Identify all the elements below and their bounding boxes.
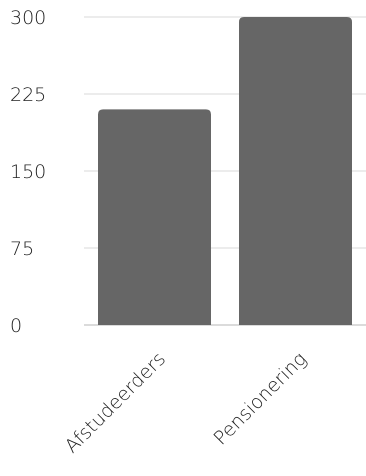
y-axis-ticks: 0 75 150 225 300 — [10, 7, 46, 337]
y-tick-label-0: 0 — [10, 315, 22, 337]
x-axis-ticks: Afstudeerders Pensionering — [61, 348, 311, 457]
bar-afstudeerders — [98, 109, 211, 326]
y-tick-label-150: 150 — [10, 161, 46, 183]
x-tick-label-pensionering: Pensionering — [209, 348, 311, 450]
bars — [98, 17, 352, 326]
y-tick-label-75: 75 — [10, 238, 34, 260]
bar-pensionering — [239, 17, 352, 325]
y-tick-label-225: 225 — [10, 84, 46, 106]
y-tick-label-300: 300 — [10, 7, 46, 29]
x-tick-label-afstudeerders: Afstudeerders — [61, 348, 170, 457]
